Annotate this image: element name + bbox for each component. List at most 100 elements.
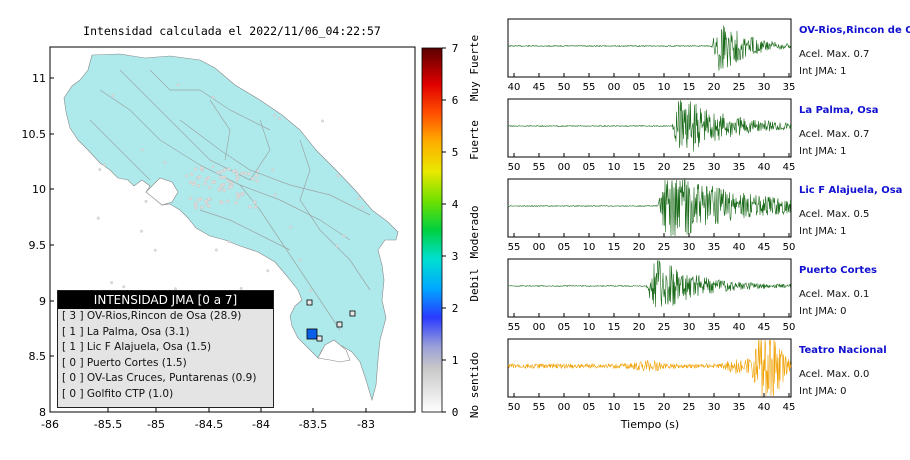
lat-tick-label: 11	[32, 72, 46, 85]
legend-item: [ 3 ] OV-Rios,Rincon de Osa (28.9)	[62, 310, 242, 322]
colorbar-gradient	[421, 47, 443, 413]
locality-dot	[188, 196, 193, 201]
locality-dot	[194, 205, 199, 210]
locality-dot	[210, 180, 215, 185]
station-marker-puerto-cortes	[306, 299, 313, 306]
locality-dot	[231, 169, 236, 174]
locality-dot	[176, 83, 180, 87]
locality-dot	[250, 176, 255, 181]
colorbar-tick-label: 4	[452, 198, 459, 211]
trace-tick-label: 55	[533, 402, 546, 413]
colorbar-tick-label: 0	[452, 406, 459, 419]
trace-panel: 55 00 05 10 15 20 25 30 35 40 45 50 Lic F Alajuela, …	[507, 178, 902, 253]
locality-dot	[273, 193, 277, 197]
locality-dot	[163, 161, 167, 165]
trace-tick-label: 55	[583, 82, 596, 93]
colorbar-scale-label: Muy Fuerte	[468, 35, 481, 101]
latitude-axis: 11 10.5 10 9.5 9 8.5 8	[22, 72, 54, 419]
trace-tick-label: 00	[608, 82, 621, 93]
station-name: La Palma, Osa	[799, 105, 879, 116]
colorbar-tick-label: 2	[452, 302, 459, 315]
trace-frame	[507, 98, 792, 158]
lon-tick-label: -85.5	[94, 418, 122, 431]
locality-dot	[256, 169, 260, 173]
trace-tick-label: 15	[608, 322, 621, 333]
locality-dot	[211, 165, 215, 169]
lon-tick-label: -83	[357, 418, 375, 431]
locality-dot	[193, 167, 198, 171]
locality-dot	[342, 234, 346, 238]
locality-dot	[140, 148, 144, 152]
trace-tick-label: 35	[708, 242, 721, 253]
locality-dot	[216, 170, 220, 175]
locality-dot	[234, 201, 238, 205]
locality-dot	[214, 248, 218, 252]
locality-dot	[200, 205, 204, 210]
locality-dot	[243, 171, 248, 176]
trace-tick-label: 35	[708, 322, 721, 333]
trace-panel: 55 00 05 10 15 20 25 30 35 40 45 50 Puerto Cortes Ace…	[507, 258, 877, 333]
int-jma: Int JMA: 0	[799, 386, 847, 397]
station-name: Puerto Cortes	[799, 265, 877, 276]
station-marker-la-palma	[316, 335, 323, 342]
legend-title: INTENSIDAD JMA [0 a 7]	[58, 291, 273, 309]
trace-tick-label: 55	[533, 162, 546, 173]
locality-dot	[221, 182, 226, 187]
legend-item: [ 1 ] La Palma, Osa (3.1)	[62, 325, 190, 338]
legend-item: [ 0 ] OV-Las Cruces, Puntarenas (0.9)	[62, 372, 257, 384]
locality-dot	[211, 95, 215, 99]
trace-tick-label: 30	[758, 82, 771, 93]
int-jma: Int JMA: 1	[799, 146, 847, 157]
colorbar-tick-label: 6	[452, 94, 459, 107]
lon-tick-label: -84	[252, 418, 270, 431]
station-marker-alajuela	[336, 321, 343, 328]
locality-dot	[240, 171, 244, 176]
colorbar-scale-label: No sentido	[468, 352, 481, 418]
waveform	[507, 339, 792, 397]
colorbar-tick-label: 3	[452, 250, 459, 263]
locality-dot	[248, 204, 252, 209]
locality-dot	[98, 168, 102, 171]
costa-rica-landmass	[63, 53, 399, 402]
trace-tick-label: 25	[658, 242, 671, 253]
acel-max: Acel. Max. 0.1	[799, 289, 869, 300]
station-name: OV-Rios,Rincon de Osa	[799, 25, 910, 36]
locality-dot	[204, 178, 208, 182]
locality-dot	[227, 167, 231, 171]
trace-tick-label: 50	[508, 162, 521, 173]
trace-tick-label: 25	[683, 402, 696, 413]
colorbar-tick-label: 1	[452, 354, 459, 367]
lon-tick-label: -84.5	[195, 418, 223, 431]
lat-tick-label: 10	[32, 183, 46, 196]
trace-tick-label: 35	[783, 82, 796, 93]
trace-tick-label: 55	[508, 322, 521, 333]
longitude-axis: -86 -85.5 -85 -84.5 -84 -83.5 -83	[41, 408, 375, 431]
intensity-colorbar: 0 1 2 3 4 5 6 7 No sentido Debil Moderado Fuerte Muy…	[421, 35, 481, 419]
trace-tick-label: 20	[708, 82, 721, 93]
locality-dot	[199, 166, 204, 170]
acel-max: Acel. Max. 0.7	[799, 49, 869, 60]
trace-tick-label: 45	[758, 322, 771, 333]
trace-tick-label: 05	[633, 82, 646, 93]
trace-tick-label: 05	[583, 402, 596, 413]
gulf-of-nicoya	[145, 177, 179, 206]
locality-dot	[237, 194, 242, 198]
lat-tick-label: 9.5	[29, 239, 47, 252]
locality-dot	[239, 286, 243, 290]
locality-dot	[110, 281, 114, 285]
locality-dot	[298, 258, 302, 262]
locality-dot	[227, 240, 231, 244]
locality-dot	[266, 269, 270, 273]
locality-dot	[235, 172, 239, 177]
trace-tick-label: 00	[558, 162, 571, 173]
trace-tick-label: 45	[533, 82, 546, 93]
trace-tick-label: 15	[633, 162, 646, 173]
locality-dot	[229, 185, 233, 189]
locality-dot	[153, 248, 157, 252]
locality-dot	[122, 285, 126, 289]
locality-dot	[189, 172, 194, 176]
locality-dot	[273, 113, 276, 117]
locality-dot	[308, 288, 312, 292]
trace-tick-label: 10	[583, 322, 596, 333]
trace-tick-label: 40	[733, 242, 746, 253]
